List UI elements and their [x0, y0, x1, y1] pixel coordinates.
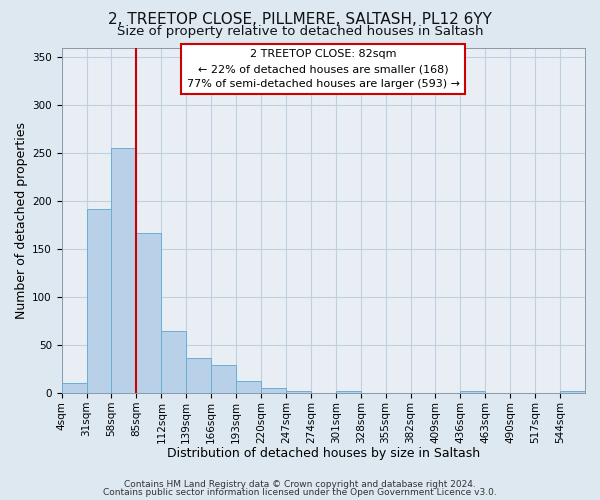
Text: Contains public sector information licensed under the Open Government Licence v3: Contains public sector information licen… — [103, 488, 497, 497]
Bar — [211, 365, 236, 393]
Text: 2 TREETOP CLOSE: 82sqm
← 22% of detached houses are smaller (168)
77% of semi-de: 2 TREETOP CLOSE: 82sqm ← 22% of detached… — [187, 49, 460, 89]
Bar — [336, 391, 361, 393]
Bar — [112, 148, 136, 393]
Text: Contains HM Land Registry data © Crown copyright and database right 2024.: Contains HM Land Registry data © Crown c… — [124, 480, 476, 489]
Bar — [62, 384, 86, 393]
Bar — [186, 358, 211, 393]
Y-axis label: Number of detached properties: Number of detached properties — [15, 122, 28, 319]
Bar — [460, 391, 485, 393]
Text: 2, TREETOP CLOSE, PILLMERE, SALTASH, PL12 6YY: 2, TREETOP CLOSE, PILLMERE, SALTASH, PL1… — [108, 12, 492, 28]
Bar — [86, 209, 112, 393]
Bar — [286, 391, 311, 393]
Bar — [236, 380, 261, 393]
Bar — [560, 391, 585, 393]
Text: Size of property relative to detached houses in Saltash: Size of property relative to detached ho… — [117, 25, 483, 38]
Bar — [161, 330, 186, 393]
Bar — [136, 233, 161, 393]
Bar — [261, 388, 286, 393]
X-axis label: Distribution of detached houses by size in Saltash: Distribution of detached houses by size … — [167, 447, 480, 460]
